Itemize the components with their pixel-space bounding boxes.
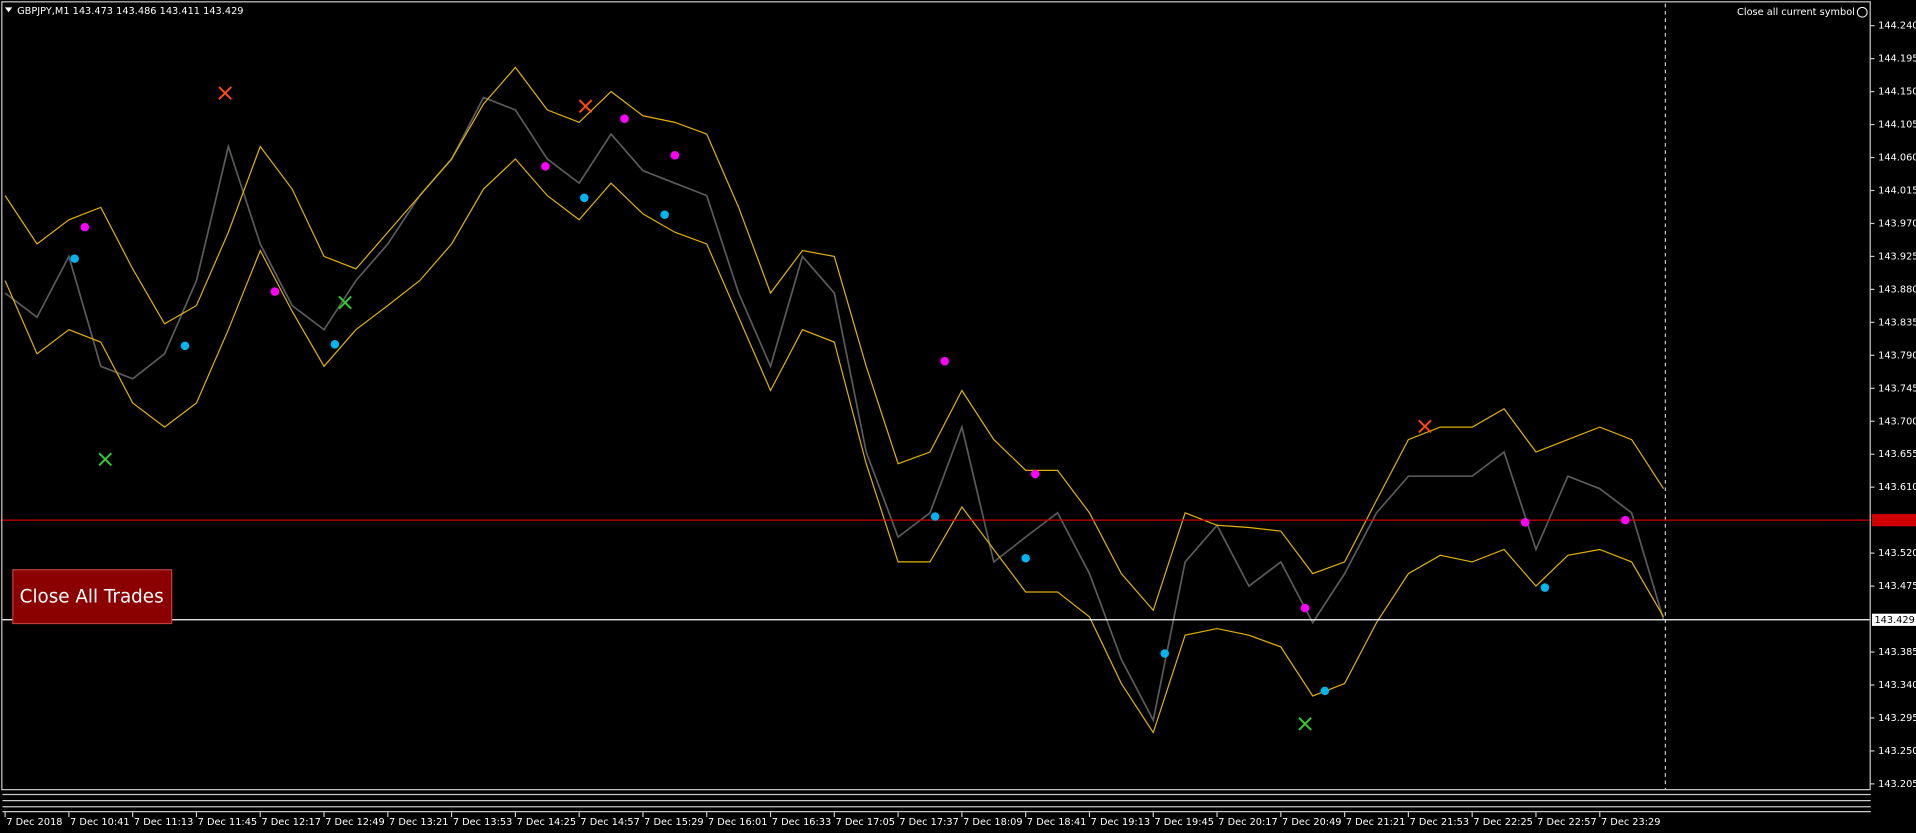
menu-arrow[interactable] (4, 7, 13, 13)
y-tick-label: 143.655 (1878, 449, 1916, 460)
signal-cross (218, 86, 232, 100)
signal-dot (1160, 649, 1170, 658)
x-tick-label: 7 Dec 20:17 (1218, 817, 1277, 828)
x-tick-label: 7 Dec 10:41 (70, 817, 129, 828)
y-tick-label: 143.745 (1878, 383, 1916, 394)
signal-cross (1418, 419, 1432, 434)
signal-dot (660, 210, 669, 219)
x-tick-label: 7 Dec 16:33 (772, 817, 831, 828)
y-tick-label: 143.925 (1878, 251, 1916, 262)
x-tick-label: 7 Dec 22:25 (1473, 817, 1532, 828)
signal-dot (1030, 469, 1040, 479)
y-tick-label: 144.240 (1878, 21, 1916, 32)
chart-title: GBPJPY,M1 143.473 143.486 143.411 143.42… (17, 6, 243, 17)
signal-dot (1320, 686, 1330, 696)
signal-cross (578, 99, 593, 114)
signal-cross (338, 295, 352, 310)
x-tick-label: 7 Dec 16:01 (708, 817, 767, 828)
plot-area: 144.240 144.195 144.150 144.105 144.060 144.0… (2, 3, 1916, 828)
x-tick-label: 7 Dec 18:41 (1027, 817, 1086, 828)
signal-dot (80, 222, 90, 232)
band-line (4, 158, 1665, 735)
x-tick-label: 7 Dec 13:21 (389, 817, 448, 828)
x-tick-label: 7 Dec 21:21 (1346, 817, 1405, 828)
bottom-lines (2, 793, 1871, 813)
x-tick-label: 7 Dec 18:09 (963, 817, 1022, 828)
x-tick-label: 7 Dec 21:53 (1410, 817, 1469, 828)
x-tick-label: 7 Dec 11:45 (198, 817, 257, 828)
x-tick-label: 7 Dec 2018 (6, 817, 62, 828)
y-tick-label: 144.060 (1878, 153, 1916, 164)
close-symbol-link[interactable]: Close all current symbol (1737, 7, 1855, 18)
signal-dot (1620, 515, 1630, 525)
x-tick-label: 7 Dec 22:57 (1537, 817, 1596, 828)
x-tick-label: 7 Dec 13:53 (453, 817, 512, 828)
signal-dot (670, 151, 680, 160)
x-tick-label: 7 Dec 19:45 (1154, 817, 1213, 828)
signal-dot (70, 254, 79, 263)
x-tick-label: 7 Dec 17:37 (899, 817, 958, 828)
signal-cross (98, 452, 113, 467)
signal-cross (1298, 717, 1312, 731)
x-tick-label: 7 Dec 14:25 (517, 817, 576, 828)
x-tick-label: 7 Dec 12:17 (261, 817, 320, 828)
x-tick-label: 7 Dec 12:49 (325, 817, 384, 828)
y-tick-label: 144.015 (1878, 185, 1916, 196)
close-all-button[interactable]: Close All Trades (12, 569, 173, 625)
y-tick-label: 143.520 (1878, 548, 1916, 559)
signal-dot (1540, 583, 1550, 592)
x-tick-label: 7 Dec 19:13 (1091, 817, 1150, 828)
y-tick-label: 143.700 (1878, 416, 1916, 427)
y-tick-label: 143.880 (1878, 284, 1916, 295)
x-tick-label: 7 Dec 14:57 (580, 817, 639, 828)
y-tick-label: 143.835 (1878, 317, 1916, 328)
x-tick-label: 7 Dec 23:29 (1601, 817, 1660, 828)
signal-dot (1300, 603, 1310, 613)
button-box[interactable] (12, 569, 173, 625)
signal-dot (330, 340, 340, 349)
button-label[interactable]: Close All Trades (20, 586, 164, 607)
band-line (4, 66, 1665, 612)
y-tick-label: 144.150 (1878, 87, 1916, 98)
price-level-tag (1872, 514, 1916, 527)
signal-dot (1021, 553, 1030, 563)
y-tick-label: 143.610 (1878, 482, 1916, 493)
y-tick-label: 143.385 (1878, 647, 1916, 658)
x-tick-label: 7 Dec 20:49 (1282, 817, 1341, 828)
price-level-tag (1872, 613, 1916, 626)
signal-dot (541, 162, 550, 171)
y-tick-label: 143.970 (1878, 218, 1916, 229)
y-tick-label: 144.195 (1878, 54, 1916, 65)
x-tick-label: 7 Dec 11:13 (134, 817, 193, 828)
y-tick-label: 143.340 (1878, 680, 1916, 691)
y-tick-label: 143.295 (1878, 713, 1916, 724)
smiley-icon (1856, 6, 1868, 18)
price-line (4, 96, 1665, 723)
price-level-label: 143.429 (1874, 615, 1914, 626)
signal-dot (1520, 518, 1530, 527)
plot-frame (1, 1, 1871, 791)
y-tick-label: 143.475 (1878, 581, 1916, 592)
signal-dot (930, 512, 940, 521)
x-tick-label: 7 Dec 17:05 (836, 817, 895, 828)
y-tick-label: 144.105 (1878, 120, 1916, 131)
signal-dot (580, 193, 589, 203)
y-tick-label: 143.790 (1878, 350, 1916, 361)
signal-dot (940, 356, 949, 366)
x-tick-label: 7 Dec 15:29 (644, 817, 703, 828)
y-tick-label: 143.250 (1878, 746, 1916, 757)
signal-dot (180, 341, 190, 351)
signal-dot (620, 114, 629, 123)
y-tick-label: 143.205 (1878, 779, 1916, 790)
signal-dot (270, 287, 280, 296)
